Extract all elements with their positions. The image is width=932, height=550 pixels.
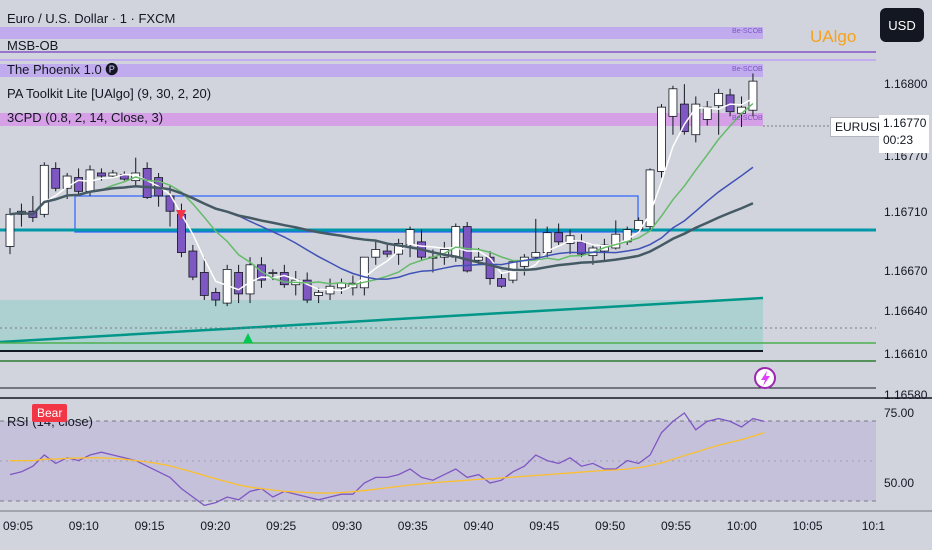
candle-body xyxy=(234,272,244,295)
candle-body xyxy=(714,92,724,107)
y-tick-label: 1.16640 xyxy=(884,304,928,318)
candle-body xyxy=(199,272,209,296)
y-tick-label: 1.16580 xyxy=(884,388,928,402)
x-tick-label: 09:20 xyxy=(200,519,230,533)
band-label-3: Be-SCOB xyxy=(732,115,763,122)
candle-body xyxy=(531,252,541,258)
candle-body xyxy=(211,291,221,301)
x-axis-ticks: 09:05 09:10 09:15 09:20 09:25 09:30 09:35 09:40… xyxy=(3,519,885,533)
x-tick-label: 09:30 xyxy=(332,519,362,533)
x-tick-label: 10:00 xyxy=(727,519,757,533)
trend-line xyxy=(0,296,764,344)
candle-body xyxy=(451,226,461,258)
currency-button[interactable]: USD xyxy=(880,8,924,42)
candle-body xyxy=(519,256,529,267)
symbol-title[interactable]: Euro / U.S. Dollar · 1 · FXCM xyxy=(7,11,176,26)
x-tick-label: 09:05 xyxy=(3,519,33,533)
candle-body xyxy=(645,169,655,227)
candle-body xyxy=(5,213,15,247)
candle-body xyxy=(74,177,83,192)
candle-body xyxy=(382,250,392,255)
candle-body xyxy=(279,272,289,286)
x-tick-label: 10:1 xyxy=(862,519,886,533)
candle-body xyxy=(497,278,506,287)
candle-body xyxy=(405,229,415,246)
candle-body xyxy=(702,106,712,120)
bull-signal-icon xyxy=(243,333,253,343)
current-price-box: 1.16770 00:23 xyxy=(879,115,929,153)
bar-countdown: 00:23 xyxy=(883,133,914,147)
candle-body xyxy=(565,235,575,244)
ma-line-30 xyxy=(9,184,754,272)
x-tick-label: 09:25 xyxy=(266,519,296,533)
indicator-phoenix[interactable]: The Phoenix 1.0 🅟 xyxy=(7,62,119,77)
candle-body xyxy=(611,233,621,249)
candle-body xyxy=(39,164,49,215)
candle-body xyxy=(62,175,72,189)
ma-line-9 xyxy=(9,103,754,286)
rsi-tick-label: 50.00 xyxy=(884,476,914,490)
candle-body xyxy=(748,80,758,111)
x-tick-label: 09:10 xyxy=(69,519,99,533)
band-label-2: Be-SCOB xyxy=(732,66,763,73)
scob-band-3 xyxy=(0,113,763,126)
rsi-lines xyxy=(9,412,765,507)
x-tick-label: 09:40 xyxy=(464,519,494,533)
candle-body xyxy=(188,250,198,278)
x-tick-label: 09:45 xyxy=(529,519,559,533)
current-price: 1.16770 xyxy=(883,116,927,130)
candle-body xyxy=(725,94,735,113)
rsi-ma-line xyxy=(10,431,765,494)
candle-body xyxy=(542,232,552,253)
moving-averages xyxy=(9,97,754,292)
candle-body xyxy=(51,167,61,189)
candle-body xyxy=(268,272,278,274)
indicator-pa-toolkit[interactable]: PA Toolkit Lite [UAlgo] (9, 30, 2, 20) xyxy=(7,86,212,101)
x-tick-label: 09:50 xyxy=(595,519,625,533)
candle-body xyxy=(302,279,312,301)
y-tick-label: 1.16800 xyxy=(884,77,928,91)
candle-body xyxy=(371,249,381,258)
scob-band-2 xyxy=(0,64,763,77)
candle-body xyxy=(97,172,106,177)
lightning-icon xyxy=(761,371,770,386)
x-tick-label: 10:05 xyxy=(793,519,823,533)
band-label-1: Be-SCOB xyxy=(732,28,763,35)
candle-body xyxy=(108,172,118,177)
candle-body xyxy=(668,88,678,117)
candle-body xyxy=(554,232,564,243)
brand-label: UAlgo xyxy=(810,27,857,46)
candle-body xyxy=(142,167,152,198)
bear-badge: Bear xyxy=(32,404,68,422)
candle-body xyxy=(245,264,255,295)
candle-body xyxy=(485,256,495,279)
order-block-zone xyxy=(0,300,763,350)
scob-band-1 xyxy=(0,27,763,39)
bear-signal-icon xyxy=(176,210,186,220)
symbol-price-label: EURUSD xyxy=(830,117,891,137)
y-tick-label: 1.16670 xyxy=(884,264,928,278)
x-tick-label: 09:55 xyxy=(661,519,691,533)
candle-body xyxy=(314,291,324,296)
candle-body xyxy=(679,103,689,133)
candle-body xyxy=(657,106,666,172)
rsi-tick-label: 75.00 xyxy=(884,406,914,420)
ma-line-4 xyxy=(9,97,754,292)
x-tick-label: 09:15 xyxy=(135,519,165,533)
indicator-3cpd[interactable]: 3CPD (0.8, 2, 14, Close, 3) xyxy=(7,110,164,125)
y-tick-label: 1.16710 xyxy=(884,205,928,219)
candle-body xyxy=(359,256,369,289)
candle-body xyxy=(691,103,701,136)
y-tick-label: 1.16610 xyxy=(884,347,928,361)
rsi-pane-bg xyxy=(0,399,932,511)
indicator-msb-ob[interactable]: MSB-OB xyxy=(7,38,59,53)
y-axis-ticks: 1.16800 1.16770 1.16710 1.16670 1.16640 1.166… xyxy=(884,77,928,490)
candle-body xyxy=(474,256,484,261)
blue-range-box xyxy=(74,195,639,233)
x-tick-label: 09:35 xyxy=(398,519,428,533)
candle-body xyxy=(165,195,175,212)
